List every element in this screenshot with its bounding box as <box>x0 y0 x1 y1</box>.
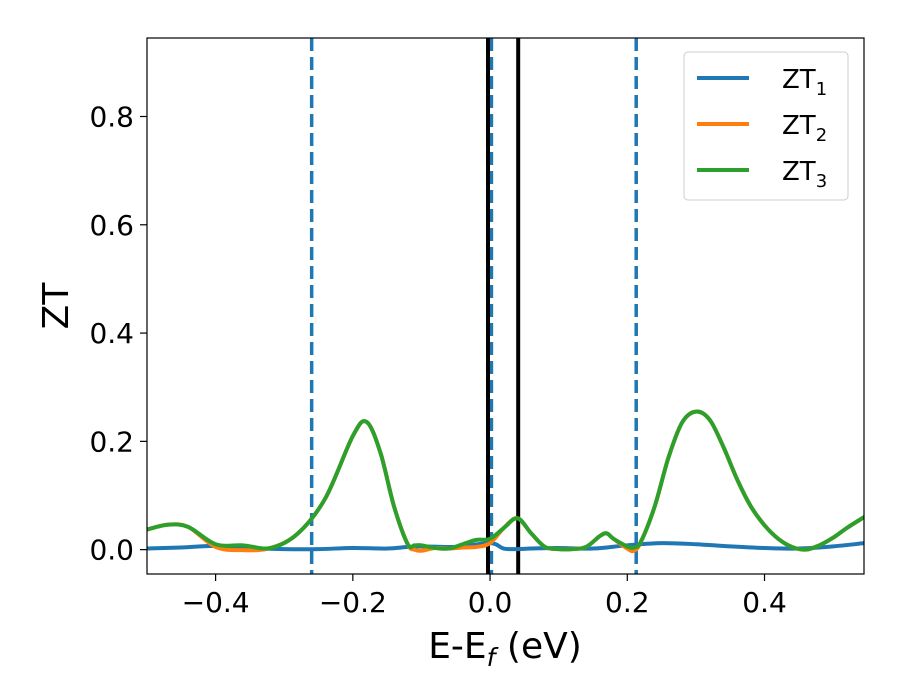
y-tick-label: 0.6 <box>89 209 134 242</box>
legend-box <box>683 51 849 201</box>
legend-label-zt1: ZT1 <box>782 65 827 100</box>
legend: ZT1 ZT2 ZT3 <box>683 51 849 201</box>
x-axis-ticks: −0.4 −0.2 0.0 0.2 0.4 <box>182 574 787 619</box>
x-tick-label: 0.2 <box>605 586 650 619</box>
series-line-zt1 <box>147 541 864 552</box>
y-tick-label: 0.4 <box>89 317 134 350</box>
reference-lines <box>309 38 638 574</box>
legend-label-zt3: ZT3 <box>782 157 827 192</box>
y-axis-label: ZT <box>36 282 77 330</box>
x-axis-label: E-Ef (eV) <box>428 626 582 672</box>
y-tick-label: 0.2 <box>89 425 134 458</box>
x-axis-label-main: E-E <box>428 626 486 667</box>
y-tick-label: 0.0 <box>89 534 134 567</box>
series-lines <box>147 409 864 554</box>
y-tick-label: 0.8 <box>89 101 134 134</box>
x-tick-label: −0.4 <box>182 586 250 619</box>
x-tick-label: 0.0 <box>468 586 513 619</box>
legend-label-zt2: ZT2 <box>782 111 827 146</box>
series-line-zt3 <box>147 409 864 552</box>
plot-frame <box>146 37 865 575</box>
x-tick-label: −0.2 <box>319 586 387 619</box>
x-axis-label-unit: (eV) <box>495 626 581 667</box>
x-tick-label: 0.4 <box>742 586 787 619</box>
y-axis-ticks: 0.0 0.2 0.4 0.6 0.8 <box>89 101 147 567</box>
